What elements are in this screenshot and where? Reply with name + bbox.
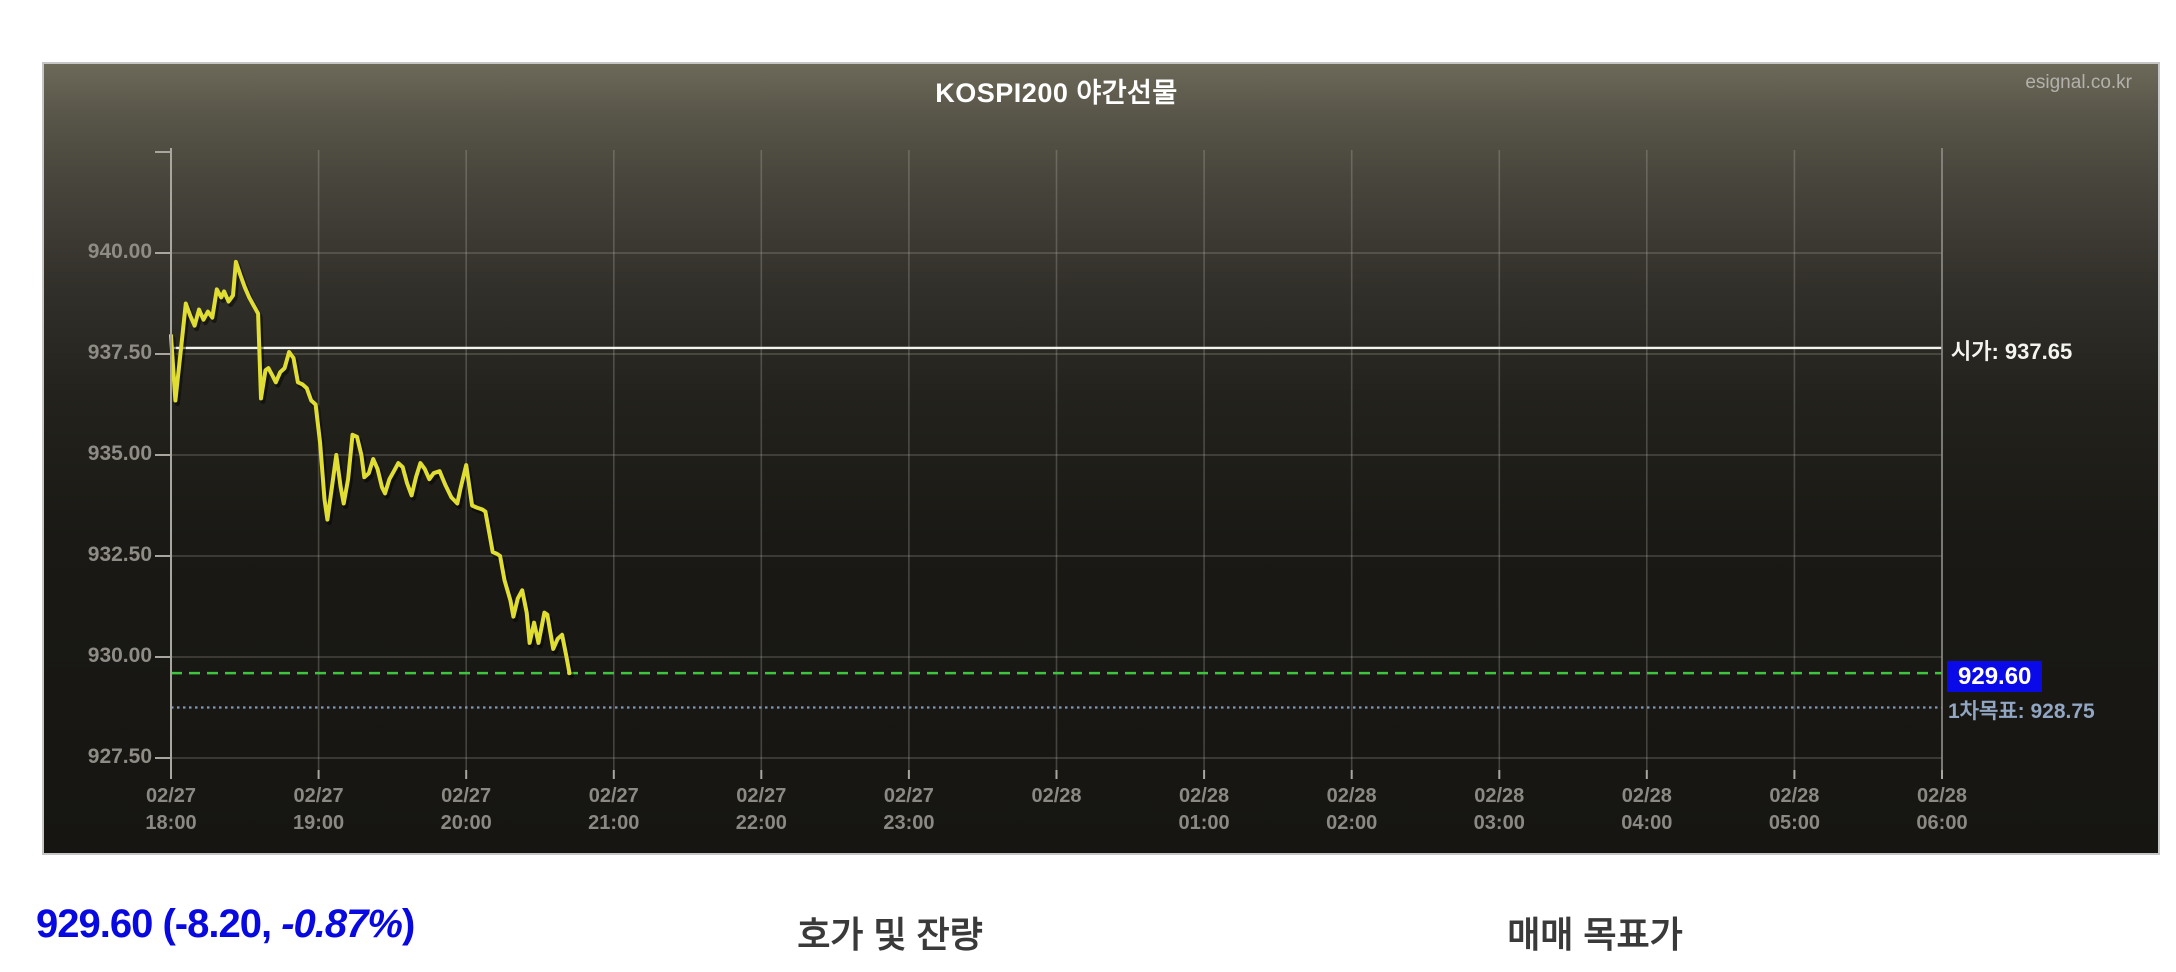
chart-title: KOSPI200 야간선물: [935, 78, 1178, 108]
y-tick-label: 930.00: [87, 644, 152, 667]
y-tick-label: 937.50: [87, 341, 152, 364]
price-change-close-paren: ): [401, 902, 415, 946]
price-change-percent: -0.87%: [281, 902, 403, 946]
x-tick-label: 02/27 19:00: [293, 785, 345, 834]
x-tick-label: 02/27 18:00: [145, 785, 197, 834]
watermark-text: esignal.co.kr: [2025, 72, 2132, 93]
x-tick-label: 02/28 04:00: [1621, 785, 1673, 834]
x-tick-label: 02/28 05:00: [1768, 785, 1820, 834]
x-tick-label: 02/28: [1031, 785, 1082, 807]
panel-title-targets: 매매 목표가: [1507, 914, 1683, 955]
price-change-summary: 929.60 (-8.20, -0.87%): [36, 902, 415, 947]
price-change-main: 929.60 (-8.20,: [36, 902, 282, 946]
x-tick-label: 02/27 23:00: [883, 785, 935, 834]
target-price-label: 1차목표: 928.75: [1948, 700, 2095, 723]
y-tick-label: 927.50: [87, 745, 152, 768]
last-price-badge: 929.60: [1947, 661, 2043, 692]
y-tick-label: 932.50: [87, 543, 152, 566]
chart-panel: [42, 62, 2160, 855]
y-tick-label: 935.00: [87, 442, 152, 465]
x-tick-label: 02/27 22:00: [735, 785, 787, 834]
panel-title-quotes: 호가 및 잔량: [797, 914, 983, 955]
x-tick-label: 02/28 02:00: [1326, 785, 1378, 834]
x-tick-label: 02/27 20:00: [440, 785, 492, 834]
open-price-label: 시가: 937.65: [1951, 339, 2073, 364]
x-tick-label: 02/28 01:00: [1178, 785, 1230, 834]
y-tick-label: 940.00: [87, 240, 152, 263]
x-tick-label: 02/27 21:00: [588, 785, 640, 834]
x-tick-label: 02/28 06:00: [1916, 785, 1968, 834]
x-tick-label: 02/28 03:00: [1473, 785, 1525, 834]
